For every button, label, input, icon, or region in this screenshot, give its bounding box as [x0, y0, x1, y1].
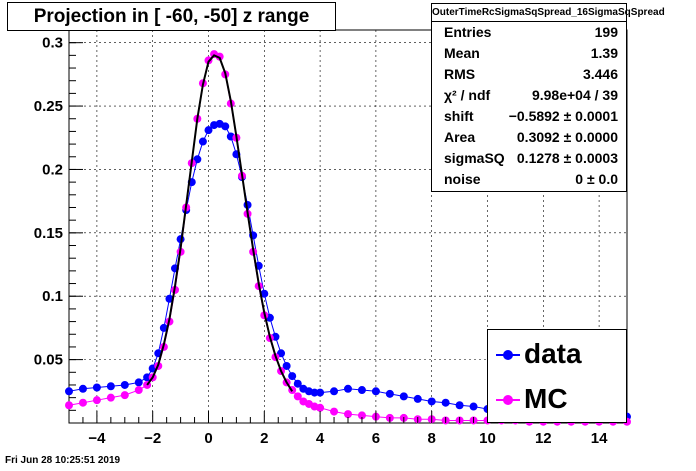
legend: data MC [487, 329, 627, 423]
mc-point [316, 403, 325, 412]
mc-point [357, 411, 366, 420]
x-tick-label: 12 [535, 430, 552, 447]
x-tick-label: 2 [260, 430, 268, 447]
x-tick-label: 14 [591, 430, 608, 447]
x-tick-label: 6 [372, 430, 380, 447]
fit-curve [146, 54, 294, 392]
stats-key: Mean [444, 45, 480, 61]
legend-marker-data [503, 350, 513, 360]
stats-row: χ² / ndf 9.98e+04 / 39 [432, 85, 626, 106]
mc-point [215, 52, 224, 61]
data-point [134, 378, 143, 387]
data-point [260, 289, 269, 298]
stats-value: 3.446 [582, 66, 618, 82]
legend-marker-mc [503, 395, 513, 405]
stats-row: sigmaSQ 0.1278 ± 0.0003 [432, 148, 626, 169]
y-tick-label: 0.15 [34, 225, 63, 242]
stats-row: Entries 199 [432, 22, 626, 43]
data-point [221, 122, 230, 131]
data-point [385, 389, 394, 398]
data-point [198, 137, 207, 146]
stats-rows: Entries 199 Mean 1.39 RMS 3.446 χ² / ndf 9.98e+… [432, 22, 626, 190]
stats-value: 0 ± 0.0 [575, 171, 618, 187]
stats-row: shift −0.5892 ± 0.0001 [432, 106, 626, 127]
stats-key: χ² / ndf [444, 87, 491, 103]
data-point [357, 386, 366, 395]
stats-value: 1.39 [590, 45, 618, 61]
data-point [78, 384, 87, 393]
data-point [159, 323, 168, 332]
x-tick-label: −2 [144, 430, 161, 447]
stats-row: noise 0 ± 0.0 [432, 169, 626, 190]
stats-key: Entries [444, 24, 492, 40]
stats-key: Area [444, 129, 476, 145]
mc-point [330, 407, 339, 416]
x-tick-label: 0 [204, 430, 212, 447]
legend-entry-mc: MC [488, 379, 626, 419]
y-tick-label: 0.3 [42, 35, 63, 52]
data-point [92, 383, 101, 392]
data-point [143, 373, 152, 382]
data-point [120, 380, 129, 389]
legend-label-mc: MC [524, 383, 568, 414]
data-point [310, 388, 319, 397]
x-tick-label: 8 [428, 430, 436, 447]
stats-box: OuterTimeRcSigmaSqSpread_16SigmaSqSpread… [431, 3, 665, 192]
stats-row: Area 0.3092 ± 0.0000 [432, 127, 626, 148]
data-point [193, 155, 202, 164]
data-point [165, 294, 174, 303]
data-point [427, 397, 436, 406]
x-tick-label: 4 [316, 430, 325, 447]
chart-title: Projection in [ -60, -50] z range [7, 2, 336, 31]
mc-point [78, 398, 87, 407]
mc-point [106, 393, 115, 402]
mc-point [344, 410, 352, 419]
data-point [316, 388, 325, 397]
data-point [469, 402, 478, 411]
data-point [204, 126, 213, 135]
stats-value: 9.98e+04 / 39 [531, 87, 618, 103]
data-point [65, 387, 73, 396]
mc-point [120, 391, 129, 400]
data-point [288, 372, 297, 381]
x-tick-label: 10 [479, 430, 496, 447]
stats-row: RMS 3.446 [432, 64, 626, 85]
data-point [106, 382, 115, 391]
mc-point [134, 386, 143, 395]
data-point [344, 384, 352, 393]
y-tick-label: 0.05 [34, 352, 63, 369]
y-tick-label: 0.25 [34, 98, 63, 115]
stats-value: 199 [594, 24, 618, 40]
data-point [277, 349, 286, 358]
stats-value: 0.3092 ± 0.0000 [516, 129, 618, 145]
timestamp: Fri Jun 28 10:25:51 2019 [5, 455, 121, 466]
stats-key: RMS [444, 66, 476, 82]
y-tick-label: 0.2 [42, 161, 63, 178]
data-point [330, 387, 339, 396]
data-point [282, 361, 291, 370]
stats-key: sigmaSQ [444, 150, 505, 166]
x-tick-label: −4 [88, 430, 106, 447]
data-point [399, 392, 408, 401]
data-point [371, 387, 380, 396]
data-point [293, 379, 302, 388]
mc-point [293, 392, 302, 401]
legend-entry-data: data [488, 334, 626, 374]
stats-key: noise [444, 171, 481, 187]
legend-label-data: data [524, 338, 582, 369]
mc-point [92, 396, 101, 405]
mc-point [65, 401, 73, 410]
data-point [455, 401, 464, 410]
stats-value: 0.1278 ± 0.0003 [516, 150, 618, 166]
stats-row: Mean 1.39 [432, 43, 626, 64]
data-point [413, 394, 422, 403]
stats-box-title: OuterTimeRcSigmaSqSpread_16SigmaSqSpread [432, 4, 665, 22]
axis-ticks: −4 −2 0 2 4 6 8 10 12 14 0.05 0.1 0.15 0.2 0.25 0.3 [34, 35, 614, 447]
stats-key: shift [444, 108, 474, 124]
stats-value: −0.5892 ± 0.0001 [508, 108, 618, 124]
data-point [441, 398, 450, 407]
y-tick-label: 0.1 [42, 288, 63, 305]
